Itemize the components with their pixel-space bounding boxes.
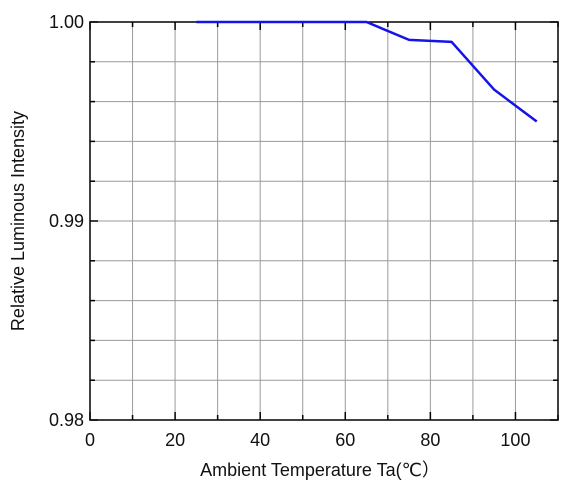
ticks bbox=[89, 21, 559, 421]
y-axis-title: Relative Luminous Intensity bbox=[8, 111, 28, 331]
y-tick-label: 0.99 bbox=[49, 211, 84, 231]
x-tick-label: 40 bbox=[250, 430, 270, 450]
x-tick-label: 0 bbox=[85, 430, 95, 450]
series-group bbox=[196, 20, 538, 123]
grid bbox=[90, 22, 558, 420]
x-tick-label: 100 bbox=[500, 430, 530, 450]
x-tick-label: 60 bbox=[335, 430, 355, 450]
x-tick-label: 80 bbox=[420, 430, 440, 450]
x-axis-title: Ambient Temperature Ta(℃） bbox=[200, 460, 440, 480]
series-line bbox=[196, 20, 538, 123]
x-tick-label: 20 bbox=[165, 430, 185, 450]
y-tick-label: 0.98 bbox=[49, 410, 84, 430]
y-tick-label: 1.00 bbox=[49, 12, 84, 32]
tick-labels: 0 20 40 60 80 100 0.98 0.99 1.00 bbox=[49, 12, 531, 450]
